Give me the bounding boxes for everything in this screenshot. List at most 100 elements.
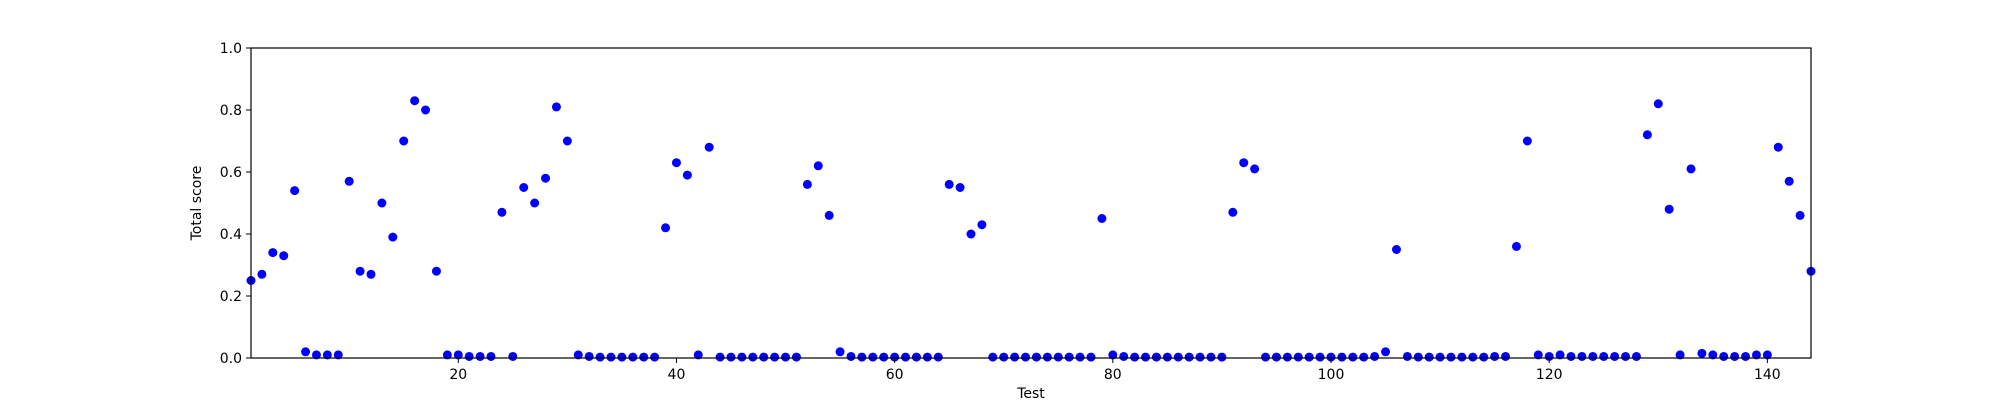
- data-point: [584, 351, 594, 361]
- y-tick-label: 0.6: [220, 165, 242, 181]
- data-point: [1479, 352, 1489, 362]
- data-point: [1042, 352, 1052, 362]
- data-point: [911, 352, 921, 362]
- data-point: [595, 352, 605, 362]
- data-point: [1108, 350, 1118, 360]
- data-point: [1708, 350, 1718, 360]
- data-point: [1751, 350, 1761, 360]
- data-point: [1195, 352, 1205, 362]
- x-tick-label: 60: [886, 367, 904, 383]
- x-axis-ticks: 20 40 60 80 100 120 140: [449, 358, 1781, 383]
- data-point: [562, 136, 572, 146]
- data-point: [257, 269, 267, 279]
- data-point: [999, 352, 1009, 362]
- y-tick-label: 0.8: [220, 103, 242, 119]
- data-point: [475, 351, 485, 361]
- data-point: [977, 220, 987, 230]
- data-point: [1239, 158, 1249, 168]
- data-point: [1730, 351, 1740, 361]
- data-point: [1533, 350, 1543, 360]
- data-point: [1599, 351, 1609, 361]
- data-point: [301, 347, 311, 357]
- data-point: [955, 183, 965, 192]
- data-point: [1217, 352, 1227, 362]
- data-point: [1337, 352, 1347, 362]
- data-point: [431, 266, 441, 276]
- data-point: [421, 105, 431, 115]
- data-point: [835, 347, 845, 357]
- data-point: [1631, 351, 1641, 361]
- data-point: [1555, 350, 1565, 360]
- data-point: [530, 198, 540, 208]
- x-axis-label: Test: [1016, 386, 1045, 400]
- data-point: [1282, 352, 1292, 362]
- x-tick-label: 120: [1536, 367, 1563, 383]
- data-point: [693, 350, 703, 360]
- data-point: [541, 173, 551, 183]
- data-point: [759, 352, 769, 362]
- data-point: [1293, 352, 1303, 362]
- data-point: [1184, 352, 1194, 362]
- data-point: [1566, 351, 1576, 361]
- data-point: [868, 352, 878, 362]
- data-point: [1511, 241, 1521, 251]
- data-point: [322, 350, 332, 360]
- data-point: [944, 179, 954, 189]
- data-points: [246, 96, 1816, 362]
- data-point: [1610, 351, 1620, 361]
- data-point: [846, 351, 856, 361]
- x-tick-label: 100: [1318, 367, 1345, 383]
- data-point: [1457, 352, 1467, 362]
- data-point: [1468, 352, 1478, 362]
- data-point: [628, 352, 638, 362]
- data-point: [1544, 351, 1554, 361]
- data-point: [1053, 352, 1063, 362]
- data-point: [1501, 351, 1511, 361]
- x-tick-label: 40: [668, 367, 686, 383]
- y-axis-label: Total score: [189, 166, 205, 242]
- data-point: [802, 179, 812, 189]
- data-point: [1228, 207, 1238, 217]
- data-point: [781, 352, 791, 362]
- data-point: [1271, 352, 1281, 362]
- data-point: [1348, 352, 1358, 362]
- data-point: [726, 352, 736, 362]
- data-point: [1086, 352, 1096, 362]
- data-point: [442, 350, 452, 360]
- data-point: [1359, 352, 1369, 362]
- data-point: [1370, 351, 1380, 361]
- data-point: [650, 352, 660, 362]
- data-point: [1653, 99, 1663, 109]
- data-point: [824, 210, 834, 220]
- data-point: [399, 136, 409, 146]
- data-point: [715, 352, 725, 362]
- data-point: [519, 183, 529, 192]
- data-point: [1446, 352, 1456, 362]
- data-point: [1021, 352, 1031, 362]
- data-point: [661, 223, 671, 233]
- data-point: [1664, 204, 1674, 214]
- y-tick-label: 0.4: [220, 227, 242, 243]
- data-point: [1435, 352, 1445, 362]
- data-point: [1741, 351, 1751, 361]
- data-point: [268, 248, 278, 258]
- data-point: [791, 352, 801, 362]
- data-point: [1719, 351, 1729, 361]
- x-tick-label: 20: [449, 367, 467, 383]
- data-point: [1130, 352, 1140, 362]
- data-point: [901, 352, 911, 362]
- data-point: [1773, 142, 1783, 152]
- data-point: [1151, 352, 1161, 362]
- data-point: [1686, 164, 1696, 174]
- data-point: [704, 142, 714, 152]
- data-point: [1577, 351, 1587, 361]
- data-point: [508, 351, 518, 361]
- data-point: [639, 352, 649, 362]
- data-point: [344, 176, 354, 186]
- data-point: [682, 170, 692, 180]
- y-tick-label: 0.0: [220, 351, 242, 367]
- data-point: [1304, 352, 1314, 362]
- data-point: [1031, 352, 1041, 362]
- data-point: [573, 350, 583, 360]
- data-point: [857, 352, 867, 362]
